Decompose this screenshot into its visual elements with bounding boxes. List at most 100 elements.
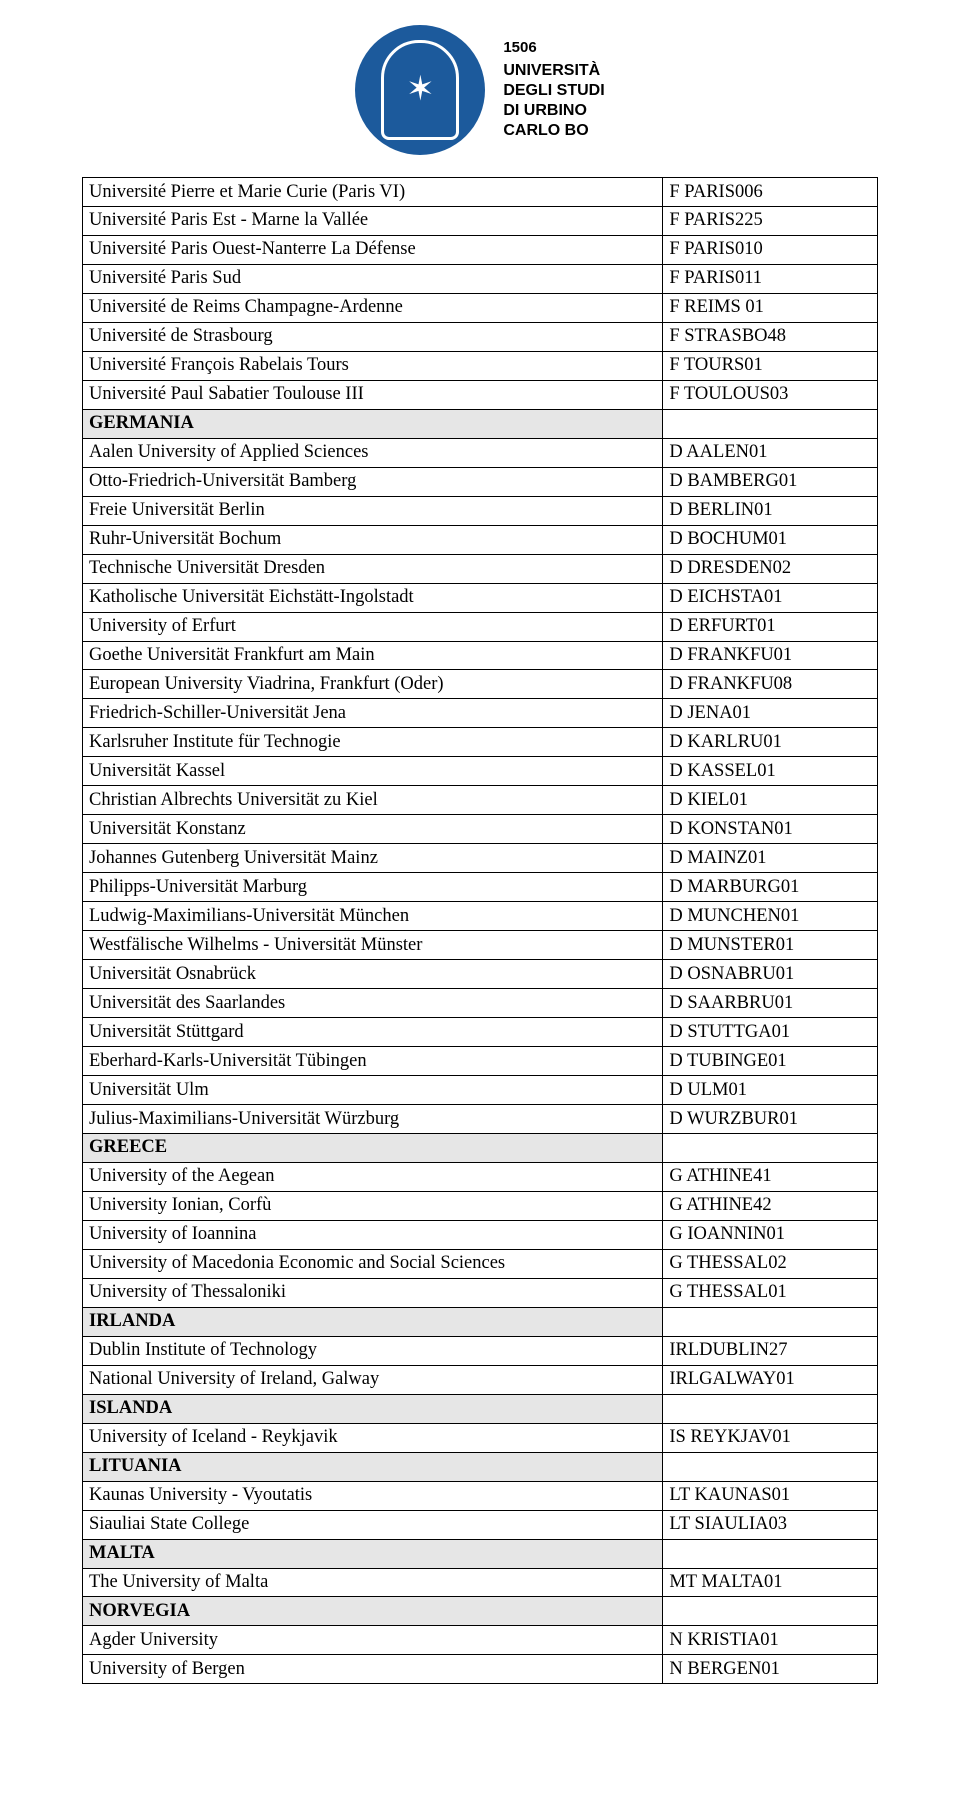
section-name-cell: GERMANIA bbox=[83, 409, 663, 438]
university-code-cell: F STRASBO48 bbox=[663, 322, 878, 351]
university-name-cell: Kaunas University - Vyoutatis bbox=[83, 1481, 663, 1510]
university-code-cell bbox=[663, 1307, 878, 1336]
table-row: Siauliai State CollegeLT SIAULIA03 bbox=[83, 1510, 878, 1539]
table-row: Otto-Friedrich-Universität BambergD BAMB… bbox=[83, 467, 878, 496]
university-name-cell: University Ionian, Corfù bbox=[83, 1191, 663, 1220]
university-name-cell: Ludwig-Maximilians-Universität München bbox=[83, 902, 663, 931]
table-row: Goethe Universität Frankfurt am MainD FR… bbox=[83, 641, 878, 670]
university-code-cell: N BERGEN01 bbox=[663, 1655, 878, 1684]
university-code-cell: D BOCHUM01 bbox=[663, 525, 878, 554]
university-code-cell: F REIMS 01 bbox=[663, 293, 878, 322]
university-code-cell: F PARIS011 bbox=[663, 264, 878, 293]
table-row: Université Paris SudF PARIS011 bbox=[83, 264, 878, 293]
university-code-cell: D BERLIN01 bbox=[663, 496, 878, 525]
university-code-cell: IRLDUBLIN27 bbox=[663, 1336, 878, 1365]
section-row: LITUANIA bbox=[83, 1452, 878, 1481]
table-row: University of ThessalonikiG THESSAL01 bbox=[83, 1278, 878, 1307]
table-row: Julius-Maximilians-Universität WürzburgD… bbox=[83, 1105, 878, 1134]
university-name-cell: Katholische Universität Eichstätt-Ingols… bbox=[83, 583, 663, 612]
university-name-cell: Université Pierre et Marie Curie (Paris … bbox=[83, 178, 663, 207]
university-code-cell: G ATHINE42 bbox=[663, 1191, 878, 1220]
table-row: Universität KasselD KASSEL01 bbox=[83, 757, 878, 786]
university-name-cell: Freie Universität Berlin bbox=[83, 496, 663, 525]
university-name-cell: Universität Osnabrück bbox=[83, 960, 663, 989]
header-year: 1506 bbox=[503, 39, 604, 58]
university-name-cell: Westfälische Wilhelms - Universität Müns… bbox=[83, 931, 663, 960]
table-row: University of the AegeanG ATHINE41 bbox=[83, 1162, 878, 1191]
table-row: Ludwig-Maximilians-Universität MünchenD … bbox=[83, 902, 878, 931]
table-row: National University of Ireland, GalwayIR… bbox=[83, 1365, 878, 1394]
university-name-cell: Technische Universität Dresden bbox=[83, 554, 663, 583]
section-row: ISLANDA bbox=[83, 1394, 878, 1423]
university-code-cell: D MARBURG01 bbox=[663, 873, 878, 902]
university-name-cell: Université Paris Sud bbox=[83, 264, 663, 293]
table-row: Kaunas University - VyoutatisLT KAUNAS01 bbox=[83, 1481, 878, 1510]
university-code-cell: D EICHSTA01 bbox=[663, 583, 878, 612]
university-code-cell: D SAARBRU01 bbox=[663, 989, 878, 1018]
university-name-cell: Eberhard-Karls-Universität Tübingen bbox=[83, 1047, 663, 1076]
university-name-cell: University of the Aegean bbox=[83, 1162, 663, 1191]
table-row: Katholische Universität Eichstätt-Ingols… bbox=[83, 583, 878, 612]
table-row: Universität StüttgardD STUTTGA01 bbox=[83, 1018, 878, 1047]
section-row: IRLANDA bbox=[83, 1307, 878, 1336]
university-code-cell: D KASSEL01 bbox=[663, 757, 878, 786]
university-code-cell: D KIEL01 bbox=[663, 786, 878, 815]
university-code-cell: F TOULOUS03 bbox=[663, 380, 878, 409]
section-row: NORVEGIA bbox=[83, 1597, 878, 1626]
university-code-cell: D KONSTAN01 bbox=[663, 815, 878, 844]
table-row: Technische Universität DresdenD DRESDEN0… bbox=[83, 554, 878, 583]
university-code-cell bbox=[663, 1133, 878, 1162]
section-name-cell: IRLANDA bbox=[83, 1307, 663, 1336]
universities-table: Université Pierre et Marie Curie (Paris … bbox=[82, 177, 878, 1684]
university-code-cell: IS REYKJAV01 bbox=[663, 1423, 878, 1452]
seal-emblem-icon: ✶ bbox=[406, 73, 435, 107]
university-name-cell: University of Macedonia Economic and Soc… bbox=[83, 1249, 663, 1278]
university-code-cell: F PARIS006 bbox=[663, 178, 878, 207]
university-name-cell: The University of Malta bbox=[83, 1568, 663, 1597]
university-name-cell: National University of Ireland, Galway bbox=[83, 1365, 663, 1394]
university-code-cell: F PARIS010 bbox=[663, 235, 878, 264]
university-code-cell: N KRISTIA01 bbox=[663, 1626, 878, 1655]
university-code-cell bbox=[663, 1597, 878, 1626]
table-row: Karlsruher Institute für TechnogieD KARL… bbox=[83, 728, 878, 757]
university-code-cell: D BAMBERG01 bbox=[663, 467, 878, 496]
section-name-cell: GREECE bbox=[83, 1133, 663, 1162]
university-code-cell: G THESSAL01 bbox=[663, 1278, 878, 1307]
university-name-cell: Université François Rabelais Tours bbox=[83, 351, 663, 380]
university-code-cell: D FRANKFU08 bbox=[663, 670, 878, 699]
table-row: Universität OsnabrückD OSNABRU01 bbox=[83, 960, 878, 989]
table-row: Aalen University of Applied SciencesD AA… bbox=[83, 438, 878, 467]
table-row: University of ErfurtD ERFURT01 bbox=[83, 612, 878, 641]
university-name-cell: Goethe Universität Frankfurt am Main bbox=[83, 641, 663, 670]
university-name-cell: Universität Kassel bbox=[83, 757, 663, 786]
university-code-cell: IRLGALWAY01 bbox=[663, 1365, 878, 1394]
section-row: MALTA bbox=[83, 1539, 878, 1568]
university-name-cell: Université Paris Ouest-Nanterre La Défen… bbox=[83, 235, 663, 264]
table-row: Johannes Gutenberg Universität MainzD MA… bbox=[83, 844, 878, 873]
university-code-cell: F TOURS01 bbox=[663, 351, 878, 380]
university-name-cell: Karlsruher Institute für Technogie bbox=[83, 728, 663, 757]
table-row: Freie Universität BerlinD BERLIN01 bbox=[83, 496, 878, 525]
university-code-cell bbox=[663, 1539, 878, 1568]
university-code-cell: D STUTTGA01 bbox=[663, 1018, 878, 1047]
table-row: Ruhr-Universität BochumD BOCHUM01 bbox=[83, 525, 878, 554]
university-name-cell: University of Ioannina bbox=[83, 1220, 663, 1249]
header-line2: DEGLI STUDI bbox=[503, 81, 604, 101]
table-row: Université François Rabelais ToursF TOUR… bbox=[83, 351, 878, 380]
university-name-cell: Université de Reims Champagne-Ardenne bbox=[83, 293, 663, 322]
table-row: Eberhard-Karls-Universität TübingenD TUB… bbox=[83, 1047, 878, 1076]
section-name-cell: NORVEGIA bbox=[83, 1597, 663, 1626]
university-name-cell: Julius-Maximilians-Universität Würzburg bbox=[83, 1105, 663, 1134]
university-code-cell: LT SIAULIA03 bbox=[663, 1510, 878, 1539]
university-name-cell: Otto-Friedrich-Universität Bamberg bbox=[83, 467, 663, 496]
university-name-cell: Christian Albrechts Universität zu Kiel bbox=[83, 786, 663, 815]
university-code-cell: D MAINZ01 bbox=[663, 844, 878, 873]
university-code-cell: D MUNSTER01 bbox=[663, 931, 878, 960]
university-code-cell: G THESSAL02 bbox=[663, 1249, 878, 1278]
table-row: Universität UlmD ULM01 bbox=[83, 1076, 878, 1105]
university-code-cell: MT MALTA01 bbox=[663, 1568, 878, 1597]
table-row: European University Viadrina, Frankfurt … bbox=[83, 670, 878, 699]
university-code-cell: D MUNCHEN01 bbox=[663, 902, 878, 931]
university-code-cell bbox=[663, 409, 878, 438]
table-row: University of Iceland - ReykjavikIS REYK… bbox=[83, 1423, 878, 1452]
